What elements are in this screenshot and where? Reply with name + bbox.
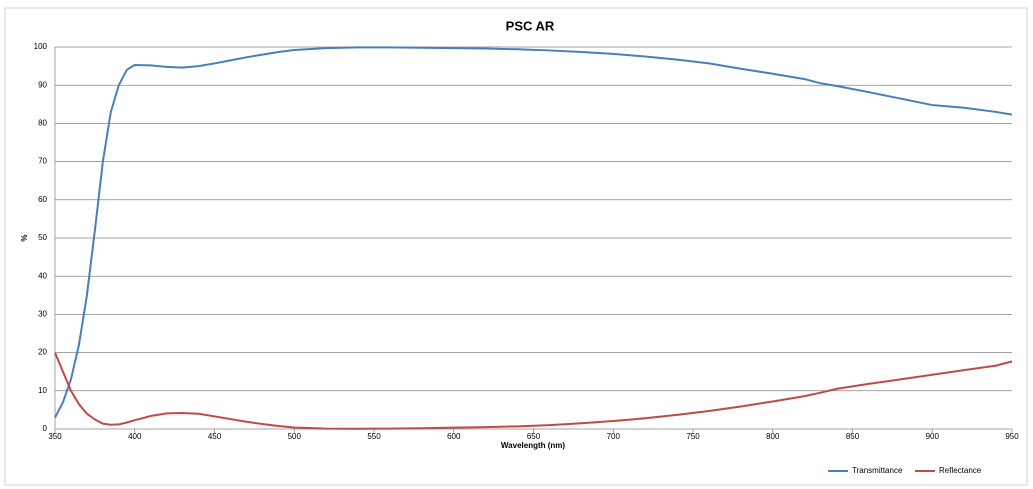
y-tick-label: 80 xyxy=(38,119,47,128)
x-tick-label: 700 xyxy=(607,432,621,441)
x-axis-label: Wavelength (nm) xyxy=(501,441,565,450)
y-tick-label: 40 xyxy=(38,271,47,280)
x-tick-label: 350 xyxy=(48,432,62,441)
y-tick-label: 100 xyxy=(34,42,48,51)
y-tick-label: 90 xyxy=(38,80,47,89)
y-tick-label: 70 xyxy=(38,157,47,166)
y-tick-label: 0 xyxy=(43,424,48,433)
x-tick-label: 650 xyxy=(527,432,541,441)
legend-label: Transmittance xyxy=(852,466,903,475)
x-tick-label: 450 xyxy=(208,432,222,441)
legend-label: Reflectance xyxy=(939,466,982,475)
y-tick-label: 20 xyxy=(38,348,47,357)
chart-frame xyxy=(4,7,1028,486)
y-tick-label: 10 xyxy=(38,386,47,395)
y-tick-label: 30 xyxy=(38,310,47,319)
y-tick-label: 50 xyxy=(38,233,47,242)
y-axis-label: % xyxy=(20,234,29,241)
x-tick-label: 950 xyxy=(1005,432,1019,441)
chart-title: PSC AR xyxy=(506,18,555,33)
x-tick-label: 500 xyxy=(288,432,302,441)
x-tick-label: 750 xyxy=(686,432,700,441)
x-tick-label: 550 xyxy=(367,432,381,441)
series-line xyxy=(54,352,1013,430)
series-line xyxy=(54,46,1013,419)
x-tick-label: 900 xyxy=(926,432,940,441)
x-tick-label: 600 xyxy=(447,432,461,441)
x-tick-label: 850 xyxy=(846,432,860,441)
x-tick-label: 400 xyxy=(128,432,142,441)
x-tick-label: 800 xyxy=(766,432,780,441)
y-tick-label: 60 xyxy=(38,195,47,204)
